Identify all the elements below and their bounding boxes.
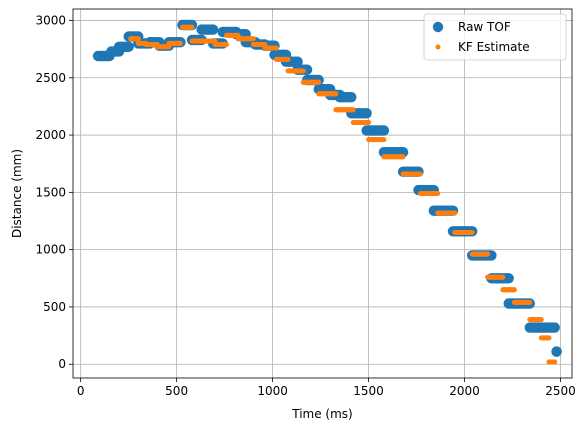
x-tick-label: 2500 bbox=[545, 384, 576, 398]
legend-label-raw-tof: Raw TOF bbox=[458, 20, 511, 34]
raw-tof-point bbox=[549, 322, 560, 333]
kf-estimate-point bbox=[224, 42, 229, 47]
kf-estimate-point bbox=[417, 171, 423, 177]
kf-estimate-point bbox=[511, 287, 517, 293]
kf-estimate-point bbox=[300, 68, 306, 74]
kf-estimate-point bbox=[469, 230, 475, 235]
kf-estimate-point bbox=[135, 36, 141, 42]
kf-estimate-point bbox=[366, 120, 372, 125]
kf-estimate-point bbox=[381, 137, 387, 143]
kf-estimate-point bbox=[538, 317, 544, 323]
ticks: 0 500 1000 1500 2000 2500 0 500 1000 1500 2000 2500… bbox=[35, 13, 575, 398]
raw-tof-point bbox=[346, 92, 357, 103]
kf-estimate-point bbox=[552, 359, 558, 365]
raw-tof-point bbox=[551, 346, 562, 357]
raw-tof-point bbox=[361, 108, 372, 119]
kf-estimate-point bbox=[527, 299, 533, 305]
raw-tof-point bbox=[378, 125, 390, 136]
axes-frame bbox=[72, 8, 573, 379]
legend-box bbox=[423, 13, 567, 61]
kf-estimate-point bbox=[189, 24, 195, 30]
raw-tof-points bbox=[92, 19, 562, 357]
legend: Raw TOF KF Estimate bbox=[423, 13, 567, 61]
grid bbox=[73, 9, 572, 378]
y-tick-label: 0 bbox=[58, 357, 66, 371]
kf-estimate-point bbox=[435, 191, 441, 196]
kf-estimate-point bbox=[273, 45, 279, 51]
raw-tof-point bbox=[123, 41, 134, 52]
kf-estimate-point bbox=[485, 251, 491, 257]
y-tick-label: 2000 bbox=[35, 128, 66, 142]
kf-estimate-point bbox=[316, 79, 322, 85]
kf-estimate-point bbox=[500, 274, 506, 280]
y-tick-label: 1000 bbox=[35, 243, 66, 257]
y-axis-label: Distance (mm) bbox=[10, 149, 24, 238]
x-tick-label: 500 bbox=[165, 384, 188, 398]
x-tick-label: 1000 bbox=[257, 384, 288, 398]
x-tick-label: 2000 bbox=[449, 384, 480, 398]
y-tick-label: 500 bbox=[43, 300, 66, 314]
kf-estimate-point bbox=[250, 36, 256, 42]
kf-estimate-point bbox=[285, 56, 291, 62]
kf-estimate-point bbox=[333, 91, 339, 97]
x-axis-label: Time (ms) bbox=[291, 407, 353, 421]
kf-estimate-point bbox=[178, 40, 183, 46]
y-tick-label: 3000 bbox=[35, 13, 66, 27]
raw-tof-point bbox=[292, 56, 303, 67]
kf-estimate-point bbox=[350, 107, 356, 113]
kf-estimate-point bbox=[546, 335, 552, 341]
legend-marker-raw-tof bbox=[432, 21, 444, 33]
legend-marker-kf-estimate bbox=[435, 44, 441, 50]
y-tick-label: 2500 bbox=[35, 71, 66, 85]
x-tick-label: 0 bbox=[77, 384, 85, 398]
y-tick-label: 1500 bbox=[35, 185, 66, 199]
legend-label-kf-estimate: KF Estimate bbox=[458, 40, 530, 54]
raw-tof-point bbox=[207, 24, 219, 35]
kf-estimate-points bbox=[128, 24, 558, 365]
kf-estimate-point bbox=[452, 210, 458, 216]
x-tick-label: 1500 bbox=[353, 384, 384, 398]
raw-tof-point bbox=[503, 273, 514, 284]
kf-estimate-point bbox=[400, 154, 406, 160]
